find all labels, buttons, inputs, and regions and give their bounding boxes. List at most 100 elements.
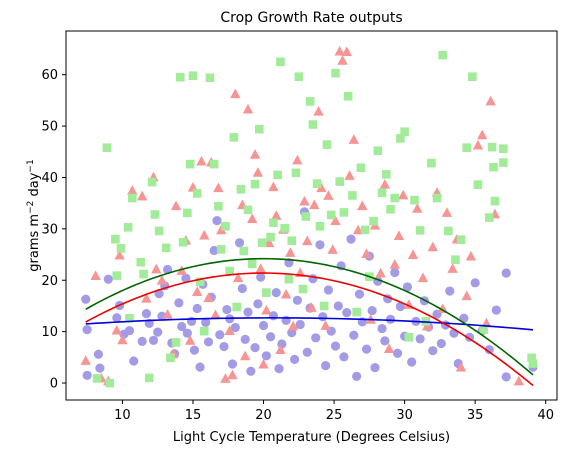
- square-point: [266, 232, 275, 242]
- circle-point: [352, 371, 362, 381]
- circle-point: [250, 342, 260, 353]
- square-point: [243, 205, 253, 215]
- triangle-point: [352, 224, 364, 235]
- square-point: [499, 144, 508, 153]
- square-point: [326, 210, 336, 220]
- triangle-point: [162, 308, 173, 319]
- circle-point: [227, 359, 238, 369]
- x-axis-ticks: 10 15 20 25 30 35 40: [114, 400, 554, 423]
- triangle-point: [441, 207, 453, 217]
- triangle-point: [184, 335, 196, 345]
- circle-point: [315, 240, 325, 250]
- circle-point: [428, 346, 438, 356]
- x-tick-label: 30: [396, 408, 413, 423]
- square-point: [205, 73, 215, 83]
- square-point: [161, 243, 171, 253]
- triangle-point: [513, 375, 525, 386]
- square-point: [356, 163, 366, 173]
- triangle-point: [292, 154, 303, 165]
- square-point: [294, 72, 304, 82]
- triangle-point: [285, 247, 296, 257]
- square-point: [312, 179, 322, 188]
- circle-point: [330, 341, 341, 351]
- square-point: [209, 159, 219, 169]
- circle-point: [246, 366, 256, 376]
- triangle-point: [341, 46, 352, 56]
- circle-point: [501, 268, 511, 278]
- square-point: [123, 223, 133, 232]
- triangle-point: [417, 272, 429, 283]
- square-point: [105, 378, 115, 388]
- square-point: [305, 97, 315, 106]
- triangle-point: [412, 203, 423, 213]
- square-point: [150, 210, 160, 219]
- triangle-point: [192, 286, 203, 296]
- circle-point: [212, 216, 222, 226]
- circle-point: [491, 305, 501, 315]
- y-axis-label: grams m−2 day−1: [26, 159, 42, 271]
- triangle-point: [337, 55, 348, 65]
- plot-frame: [65, 30, 558, 401]
- circle-point: [148, 335, 159, 345]
- triangle-point: [249, 149, 261, 159]
- square-point: [489, 162, 498, 172]
- square-point: [239, 246, 249, 256]
- circle-point: [377, 323, 387, 334]
- square-point: [335, 177, 345, 186]
- triangle-point: [309, 199, 320, 210]
- triangle-point: [114, 249, 125, 260]
- circle-point: [271, 287, 281, 298]
- triangle-point: [136, 190, 148, 201]
- triangle-point: [255, 263, 266, 273]
- y-axis-label-main: grams m: [27, 214, 42, 272]
- square-point: [386, 205, 395, 214]
- triangle-point: [461, 290, 472, 301]
- square-point: [490, 196, 500, 206]
- square-point: [229, 133, 239, 142]
- square-point: [369, 216, 378, 226]
- triangle-point: [330, 215, 341, 226]
- square-point: [254, 124, 264, 134]
- square-point: [438, 50, 448, 60]
- circle-point: [265, 332, 276, 342]
- square-point: [301, 212, 311, 221]
- square-point: [322, 140, 332, 149]
- circle-point: [258, 320, 269, 331]
- square-point: [276, 57, 285, 67]
- circle-point: [153, 327, 163, 337]
- triangle-point: [252, 167, 264, 177]
- x-tick-label: 40: [537, 408, 554, 423]
- circle-point: [240, 334, 250, 344]
- circle-point: [311, 333, 321, 343]
- square-point: [185, 159, 195, 169]
- circle-point: [129, 356, 139, 366]
- circle-point: [402, 282, 413, 292]
- square-point: [111, 234, 120, 244]
- circle-point: [82, 370, 92, 380]
- y-tick-label: 20: [41, 274, 58, 289]
- circle-point: [203, 337, 214, 347]
- square-point: [214, 201, 223, 211]
- y-axis-ticks: 0 10 20 30 40 50 60: [41, 68, 66, 392]
- square-point: [287, 236, 297, 245]
- square-point: [183, 208, 192, 218]
- triangle-point: [379, 178, 391, 189]
- x-tick-label: 20: [255, 408, 272, 423]
- circle-point: [407, 357, 417, 367]
- triangle-point: [117, 334, 128, 345]
- square-point: [144, 373, 154, 383]
- y-axis-label-mid: day: [27, 172, 42, 200]
- circle-point: [385, 314, 396, 324]
- square-point: [112, 271, 122, 280]
- triangle-point: [199, 229, 210, 240]
- square-point: [479, 325, 488, 334]
- square-point: [468, 72, 477, 82]
- circle-point: [162, 264, 173, 275]
- y-tick-label: 50: [41, 120, 58, 135]
- triangle-point: [375, 267, 386, 278]
- circle-point: [95, 363, 105, 373]
- square-point: [221, 221, 230, 231]
- triangle-point: [361, 248, 372, 258]
- square-point: [456, 235, 466, 244]
- y-tick-label: 30: [41, 222, 58, 237]
